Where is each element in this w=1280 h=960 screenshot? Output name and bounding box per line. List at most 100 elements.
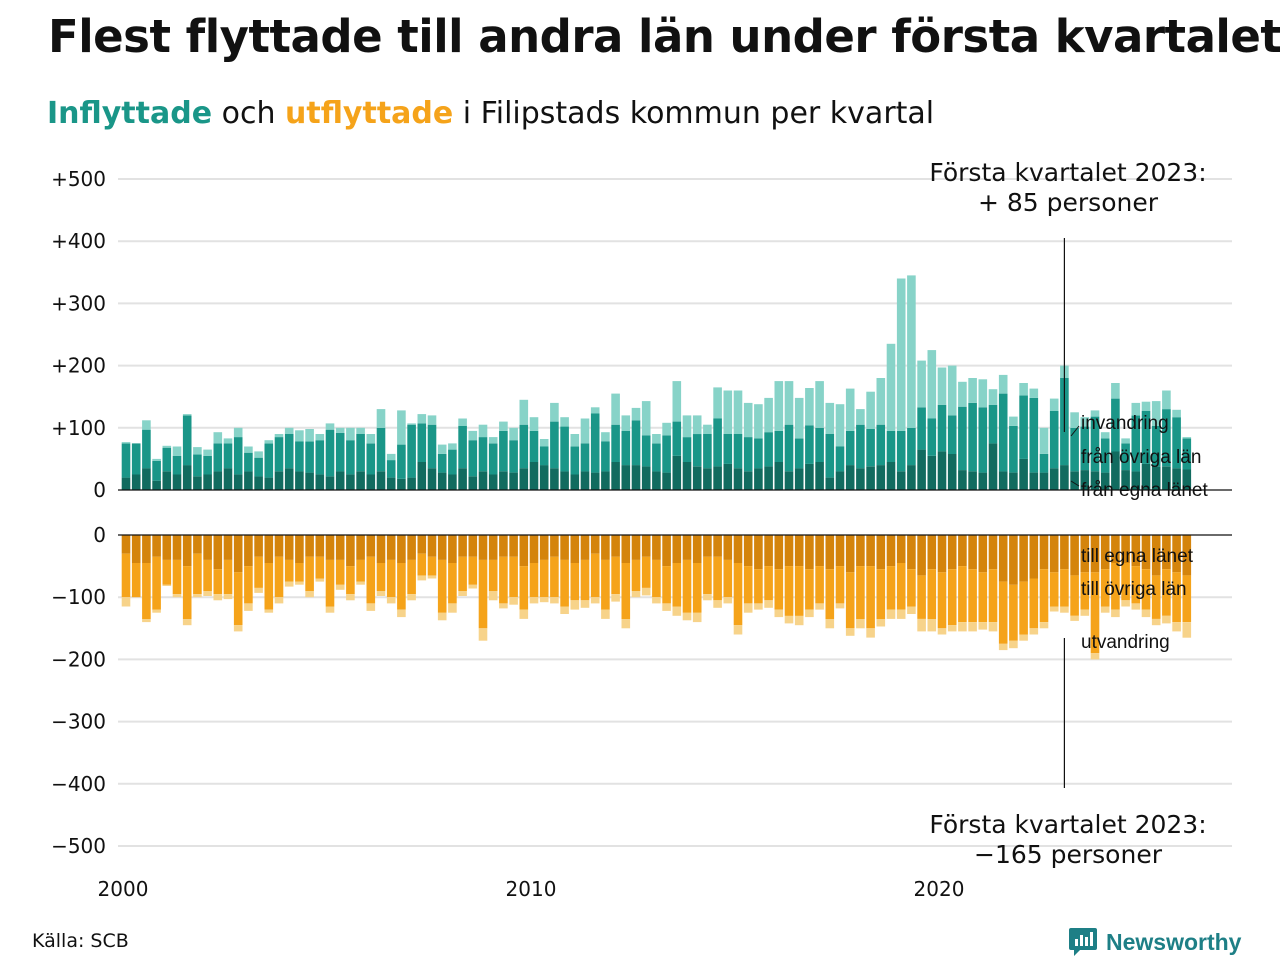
bar-in-1 (223, 443, 233, 469)
bar-out-0 (1019, 535, 1028, 582)
bar-in-0 (672, 455, 682, 490)
bar-in-1 (754, 438, 763, 469)
bar-out-2 (1060, 606, 1069, 613)
bar-in-1 (652, 443, 661, 472)
bar-out-0 (407, 535, 416, 560)
bar-in-2 (162, 445, 172, 448)
bar-out-1 (376, 563, 386, 591)
bar-out-0 (356, 535, 365, 560)
bar-out-2 (621, 619, 631, 629)
bar-in-2 (1039, 427, 1049, 454)
bar-out-0 (1151, 535, 1161, 576)
bar-in-2 (886, 343, 896, 431)
bar-out-1 (703, 556, 712, 595)
bar-in-0 (947, 453, 957, 490)
bar-out-1 (162, 559, 172, 585)
bar-out-0 (1111, 535, 1120, 563)
bar-in-0 (386, 477, 396, 490)
bar-out-0 (172, 535, 182, 560)
bar-in-1 (356, 434, 365, 472)
bar-in-2 (325, 423, 335, 430)
leader-line (1070, 480, 1080, 487)
series-label-top: invandring (1081, 413, 1169, 434)
bar-in-1 (305, 441, 314, 473)
bar-in-2 (1121, 438, 1130, 444)
bar-in-0 (1039, 472, 1049, 490)
bar-in-0 (907, 465, 916, 490)
bar-out-0 (223, 535, 233, 560)
bar-out-1 (172, 559, 182, 595)
bar-out-0 (1090, 535, 1100, 573)
bar-out-2 (1162, 615, 1171, 624)
bar-in-0 (366, 474, 376, 490)
bar-out-2 (764, 600, 773, 608)
bar-out-2 (284, 581, 294, 587)
bar-in-1 (794, 438, 804, 469)
annotation-top-line2: + 85 personer (978, 188, 1159, 217)
bar-out-1 (958, 566, 967, 623)
bar-in-0 (896, 471, 906, 490)
brand-logo: Newsworthy (1068, 925, 1241, 959)
bar-out-1 (305, 556, 314, 591)
bar-in-1 (193, 454, 202, 477)
bar-out-2 (805, 609, 814, 618)
bar-in-2 (1100, 432, 1110, 439)
bar-in-2 (468, 430, 478, 441)
bar-in-0 (876, 465, 886, 490)
bar-out-2 (611, 594, 620, 602)
bar-in-1 (366, 443, 376, 475)
chart-title: Flest flyttade till andra län under förs… (48, 10, 1280, 63)
bar-in-2 (570, 434, 580, 447)
bar-in-1 (1019, 395, 1028, 459)
bar-in-1 (886, 430, 896, 462)
bar-out-1 (998, 581, 1008, 644)
bar-in-1 (448, 449, 457, 475)
bar-in-0 (682, 462, 692, 490)
bar-in-1 (1121, 443, 1130, 471)
x-tick: 2000 (98, 877, 149, 901)
bar-in-2 (274, 434, 284, 438)
bar-out-2 (295, 581, 304, 585)
bar-in-2 (774, 381, 784, 431)
bar-out-0 (947, 535, 957, 570)
x-tick: 2020 (914, 877, 965, 901)
bar-in-1 (998, 393, 1008, 472)
bar-out-1 (927, 569, 937, 619)
bar-in-0 (988, 443, 998, 490)
bar-in-1 (121, 443, 131, 478)
bar-out-1 (835, 566, 845, 604)
bar-out-0 (682, 535, 692, 560)
bar-out-1 (478, 559, 488, 629)
bar-in-0 (407, 477, 416, 490)
bar-in-0 (937, 451, 947, 490)
bar-in-0 (131, 474, 141, 490)
bar-out-0 (733, 535, 743, 563)
bar-out-1 (182, 566, 192, 619)
bar-out-1 (856, 566, 865, 619)
bar-out-0 (203, 535, 212, 560)
bar-in-2 (182, 414, 192, 416)
bar-in-1 (856, 424, 865, 469)
bar-in-2 (152, 458, 161, 461)
bar-out-0 (519, 535, 529, 567)
bar-out-2 (1151, 619, 1161, 626)
bar-out-0 (937, 535, 947, 573)
bar-out-1 (1039, 569, 1049, 623)
bar-out-0 (437, 535, 447, 560)
bar-in-1 (1111, 398, 1120, 452)
bar-in-2 (254, 451, 263, 458)
bar-in-2 (427, 415, 437, 425)
bar-out-1 (1019, 581, 1028, 635)
bar-out-1 (407, 559, 416, 595)
bar-in-2 (121, 442, 131, 444)
bar-out-1 (1080, 572, 1090, 610)
bar-in-0 (774, 462, 784, 490)
series-label-top: från egna länet (1081, 480, 1208, 501)
bar-in-1 (590, 413, 600, 473)
bar-out-2 (601, 609, 610, 619)
bar-out-1 (978, 572, 988, 623)
bar-in-0 (305, 472, 314, 490)
bar-in-1 (835, 446, 845, 472)
bar-in-0 (315, 474, 325, 490)
bar-out-0 (386, 535, 396, 560)
